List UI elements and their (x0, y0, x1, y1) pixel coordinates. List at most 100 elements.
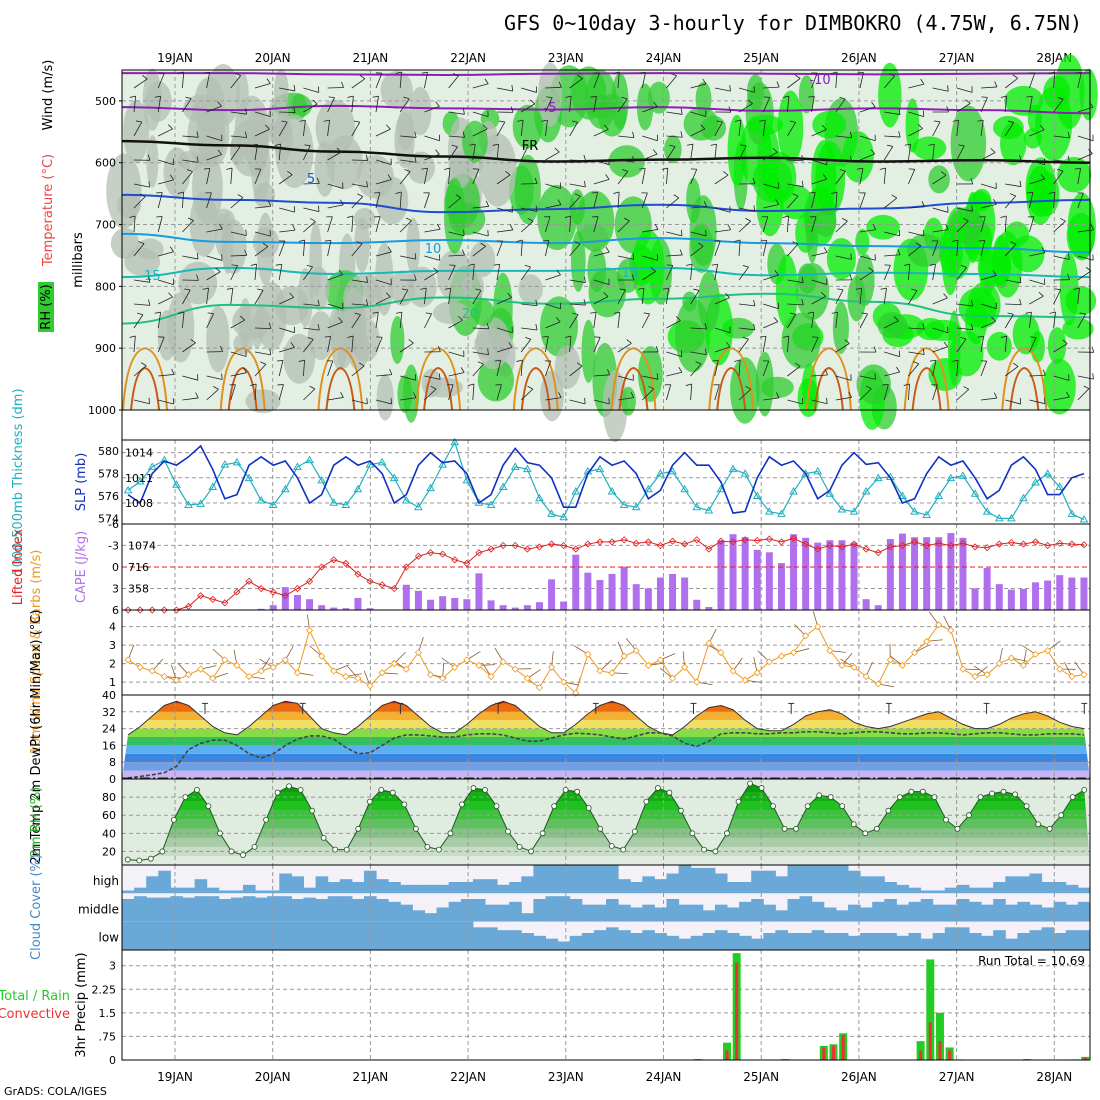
thickness-tick-label: 574 (98, 512, 119, 525)
convective-precip-bar (948, 1050, 952, 1060)
wind-barb (956, 87, 973, 93)
wind-barb (666, 168, 669, 185)
wind-barb (932, 360, 937, 377)
wind-barb-flag (403, 96, 410, 100)
cloud-cell (327, 921, 341, 950)
lifted-index-point (233, 588, 241, 596)
thickness-point (1043, 469, 1053, 477)
wind-barb-flag (137, 312, 144, 316)
rh-cell (855, 228, 870, 256)
rh-cell (953, 212, 966, 244)
rh-point (654, 785, 661, 791)
wind-barb (133, 314, 144, 329)
wind-barb (133, 399, 150, 405)
top-date-label: 27JAN (939, 51, 975, 65)
wind10m-barb (1022, 645, 1036, 655)
wind-barb (278, 174, 293, 185)
cloud-cell (678, 865, 692, 894)
lifted-index-point (1019, 540, 1028, 548)
wind-barb (182, 98, 192, 113)
wind-barb (859, 192, 866, 209)
thickness-point (704, 506, 714, 514)
wind-barb-flag (1049, 311, 1056, 314)
wind10m-point (330, 667, 338, 675)
wind-barb (133, 243, 145, 257)
wind-barb (641, 313, 650, 329)
wind-barb-flag (414, 156, 417, 163)
wind-barb-flag (262, 242, 269, 247)
cloud-cell (993, 899, 1006, 922)
cloud-cell (412, 910, 425, 922)
lifted-index-point (850, 540, 858, 548)
wind-barb (859, 135, 876, 142)
bottom-date-label: 25JAN (743, 1070, 779, 1084)
thickness-point (982, 507, 992, 515)
wind-barb-flag (801, 276, 804, 283)
wind-barb (158, 399, 174, 405)
wind-barb-flag (154, 95, 161, 98)
wind-barb (1077, 388, 1090, 401)
wind-barb (496, 264, 501, 281)
cloud-cell (727, 907, 740, 922)
rh-point (136, 857, 143, 864)
rh-point (551, 803, 558, 810)
cloud-cell (763, 933, 776, 950)
rh-cell (314, 140, 335, 197)
wind-barb-flag (1057, 168, 1064, 172)
wind-barb (787, 336, 790, 353)
wind-barb (230, 288, 234, 305)
isotherm-label: 15 (622, 266, 639, 281)
lifted-index-axis-label: Lifted Index (11, 528, 26, 605)
thickness-point (256, 495, 266, 504)
thickness-point (377, 457, 387, 466)
thickness-point (970, 489, 980, 497)
wind-barb (278, 264, 283, 281)
cloud-cell (351, 882, 365, 894)
wind-barb (811, 96, 815, 113)
lifted-index-point (342, 559, 350, 567)
wind10m-point (935, 621, 943, 629)
rh-cell (554, 345, 581, 389)
wind-barb (690, 231, 707, 237)
wind10m-point (1007, 654, 1015, 662)
wind-barb-flag (605, 246, 610, 253)
cloud-cell (472, 899, 486, 922)
wind10m-barb (527, 669, 541, 679)
wind-barb (593, 96, 597, 113)
wind-barb-flag (385, 124, 391, 130)
wind-barb-flag (823, 247, 828, 253)
wind-barb-flag (203, 167, 210, 170)
top-date-label: 25JAN (743, 51, 779, 65)
wind-barb-flag (943, 341, 949, 347)
wind-barb (593, 374, 610, 377)
rh-cell (781, 312, 821, 369)
wind-barb (738, 303, 755, 307)
wind-barb-flag (577, 74, 583, 79)
wind-barb (787, 159, 804, 162)
rh-point (286, 783, 292, 790)
cloud-cell (630, 933, 643, 950)
wind-barb (472, 327, 489, 330)
wind-barb (859, 72, 864, 89)
wind-barb-flag (848, 391, 852, 398)
wind-barb-flag (704, 323, 707, 330)
wind-barb-flag (747, 99, 753, 104)
wind-barb-flag (365, 154, 369, 161)
isotherm-30-loop (325, 366, 356, 411)
rh-cell (602, 370, 628, 443)
wind-barb (254, 168, 262, 185)
wind-barb (206, 375, 223, 380)
convective-precip-bar (841, 1034, 845, 1060)
wind10m-point (148, 667, 156, 675)
rh-cell (307, 311, 334, 361)
rh-cell (912, 136, 947, 160)
wind-barb-flag (685, 383, 692, 386)
wind-barb (883, 168, 887, 185)
bottom-date-label: 26JAN (841, 1070, 877, 1084)
wind-barb (666, 111, 683, 115)
wind-barb-flag (196, 131, 199, 138)
isotherm-30-loop (423, 366, 454, 411)
wind-barb-flag (782, 95, 789, 98)
wind-barb (666, 384, 672, 401)
